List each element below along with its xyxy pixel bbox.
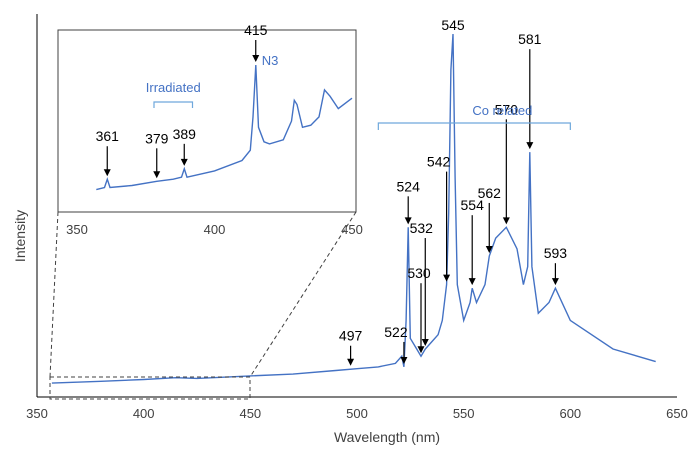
x-tick-label: 650 [666, 406, 688, 421]
annotation-label: 554 [461, 197, 485, 213]
annotation-arrow-head [526, 142, 534, 150]
x-axis: 350 400 450 500 550 600 650 Wavelength (nm) In… [12, 14, 688, 445]
annotation-arrow-head [485, 245, 493, 253]
peak-annotation: 522 [384, 324, 408, 364]
peak-annotation: 389 [173, 126, 197, 166]
x-axis-title: Wavelength (nm) [334, 429, 440, 445]
annotation-arrow-head [551, 278, 559, 286]
y-axis-title: Intensity [12, 210, 28, 262]
zoom-line-left [49, 211, 59, 378]
inset-x-tick-label: 400 [204, 222, 226, 237]
co-related-label: Co related [472, 103, 532, 118]
x-tick-labels: 350 400 450 500 550 600 650 [26, 406, 688, 421]
inset-x-tick-label: 350 [66, 222, 88, 237]
x-tick-label: 600 [559, 406, 581, 421]
annotation-label: 379 [145, 130, 169, 146]
x-tick-label: 400 [133, 406, 155, 421]
annotation-arrow-head [180, 158, 188, 166]
inset-spectrum-line [96, 64, 353, 191]
annotation-label: 532 [410, 220, 434, 236]
x-tick-label: 450 [239, 406, 261, 421]
spectrum-line [51, 33, 656, 384]
peak-annotation: 379 [145, 130, 169, 179]
annotation-arrow-head [417, 346, 425, 354]
peak-annotation: 593 [544, 245, 568, 286]
annotation-arrow-head [400, 356, 408, 364]
zoom-line-right [249, 211, 357, 378]
annotation-label: 581 [518, 31, 542, 47]
peak-annotation: 562 [478, 185, 502, 253]
annotation-label: 545 [441, 17, 465, 33]
annotation-arrow-head [502, 217, 510, 225]
peak-annotation: 542 [427, 154, 451, 282]
annotation-label: 570 [495, 101, 519, 117]
inset-peak-annotations: 361 379 389 415 [96, 22, 268, 179]
annotation-arrow-head [404, 217, 412, 225]
annotation-arrow-head [421, 339, 429, 347]
x-tick-label: 500 [346, 406, 368, 421]
peak-annotation: 361 [96, 128, 120, 177]
annotation-arrow-head [103, 169, 111, 177]
peak-annotation: 581 [518, 31, 542, 150]
annotation-label: 593 [544, 245, 568, 261]
peak-annotation: 532 [410, 220, 434, 347]
annotation-arrow-head [347, 358, 355, 366]
irradiated-bracket-line [153, 101, 194, 108]
irradiated-bracket: Irradiated [146, 80, 201, 108]
inset-frame [57, 29, 357, 213]
annotation-arrow-head [153, 171, 161, 179]
peak-annotation: 415 [244, 22, 268, 62]
x-tick-label: 350 [26, 406, 48, 421]
annotation-label: 361 [96, 128, 120, 144]
annotation-label: 497 [339, 328, 363, 344]
annotation-label: 524 [397, 178, 421, 194]
annotation-label: 562 [478, 185, 502, 201]
x-tick-label: 550 [453, 406, 475, 421]
co-related-bracket-line [377, 122, 571, 130]
co-related-bracket: Co related [377, 103, 571, 130]
annotation-label: 522 [384, 324, 408, 340]
annotation-arrow-head [252, 55, 260, 62]
annotation-label: 415 [244, 22, 268, 38]
inset-x-tick-label: 450 [341, 222, 363, 237]
peak-annotation: 570 [495, 101, 519, 225]
peak-annotation: 524 [397, 178, 421, 225]
zoom-guides [49, 211, 357, 400]
inset-plot: 350 400 450 361 379 389 415 N3 Irradiated [57, 22, 363, 237]
peak-annotation: 554 [461, 197, 485, 286]
n3-label: N3 [262, 53, 279, 68]
peak-annotation: 497 [339, 328, 363, 366]
annotation-label: 530 [407, 265, 431, 281]
zoom-region-box [49, 376, 251, 400]
inset-x-tick-labels: 350 400 450 [66, 222, 363, 237]
annotation-label: 542 [427, 154, 451, 170]
annotation-arrow-head [443, 274, 451, 282]
annotation-arrow-head [468, 278, 476, 286]
annotation-label: 389 [173, 126, 197, 142]
irradiated-label: Irradiated [146, 80, 201, 95]
